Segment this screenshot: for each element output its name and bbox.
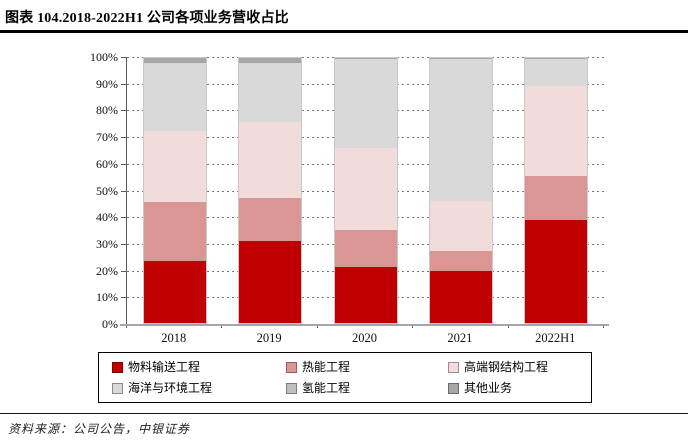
- legend-label: 高端钢结构工程: [464, 360, 549, 374]
- bar-segment-物料输送工程: [525, 219, 588, 323]
- y-axis-tick: [121, 163, 126, 165]
- bar-segment-海洋与环境工程: [525, 59, 588, 86]
- legend-swatch-icon: [286, 361, 297, 373]
- bar-segment-物料输送工程: [143, 260, 206, 323]
- y-axis-tick: [121, 110, 126, 112]
- y-axis-label: 50%: [96, 183, 118, 198]
- bar-segment-其他业务: [429, 58, 492, 60]
- legend-swatch-icon: [448, 382, 459, 394]
- legend-label: 氢能工程: [302, 381, 351, 395]
- bar-segment-热能工程: [239, 198, 302, 241]
- legend-label: 其他业务: [464, 381, 513, 395]
- legend-swatch-icon: [286, 382, 297, 394]
- y-axis-label: 30%: [96, 236, 118, 251]
- y-axis-label: 20%: [96, 263, 118, 278]
- y-axis-label: 60%: [96, 156, 118, 171]
- y-axis-tick: [121, 83, 126, 85]
- y-axis-tick: [121, 190, 126, 192]
- y-axis-label: 10%: [96, 290, 118, 305]
- x-axis-tick: [603, 324, 604, 328]
- bar-segment-其他业务: [525, 58, 588, 60]
- bar-segment-物料输送工程: [239, 240, 302, 323]
- bar-segment-物料输送工程: [429, 271, 492, 323]
- x-axis-label: 2022H1: [535, 331, 576, 345]
- y-axis-label: 40%: [96, 210, 118, 225]
- legend-swatch-icon: [112, 382, 123, 394]
- y-axis-tick: [121, 137, 126, 139]
- bar-segment-热能工程: [143, 202, 206, 261]
- legend-label: 热能工程: [302, 360, 351, 374]
- bar-segment-物料输送工程: [334, 267, 397, 323]
- bar-2022H1: [524, 57, 589, 324]
- bar-segment-高端钢结构工程: [143, 130, 206, 203]
- bar-segment-海洋与环境工程: [429, 59, 492, 202]
- y-axis-label: 0%: [102, 317, 118, 331]
- x-axis-line: [120, 324, 609, 326]
- legend-label: 海洋与环境工程: [128, 381, 213, 395]
- figure-title: 图表 104.2018-2022H1 公司各项业务营收占比: [5, 11, 289, 26]
- x-axis-tick: [507, 324, 509, 328]
- y-axis-tick: [121, 270, 126, 272]
- bar-segment-其他业务: [239, 58, 302, 64]
- bar-segment-高端钢结构工程: [429, 201, 492, 252]
- bar-2019: [238, 57, 303, 324]
- y-axis-tick: [121, 57, 126, 58]
- legend-swatch-icon: [112, 361, 123, 373]
- x-axis-label: 2021: [447, 331, 473, 345]
- bar-2018: [142, 57, 207, 324]
- x-axis-label: 2020: [351, 331, 377, 345]
- x-axis-label: 2019: [256, 331, 282, 345]
- bar-segment-热能工程: [429, 251, 492, 272]
- y-axis-tick: [121, 297, 126, 299]
- legend-swatch-icon: [448, 361, 459, 373]
- title-divider: [0, 30, 688, 33]
- x-axis-label: 2018: [161, 331, 187, 345]
- source-text: 资料来源：公司公告，中银证券: [8, 422, 191, 436]
- chart-legend: 物料输送工程 热能工程 高端钢结构工程海洋与环境工程 氢能工程 其他业务: [98, 352, 592, 403]
- x-axis-tick: [126, 324, 127, 328]
- source-note: 资料来源：公司公告，中银证券: [0, 413, 688, 437]
- bar-segment-热能工程: [334, 230, 397, 268]
- y-axis-tick: [121, 217, 126, 219]
- legend-item-物料输送工程: 物料输送工程: [112, 358, 286, 376]
- bar-segment-热能工程: [525, 175, 588, 220]
- legend-item-海洋与环境工程: 海洋与环境工程: [112, 379, 286, 397]
- x-axis-tick: [221, 324, 223, 328]
- plot-area: [126, 57, 604, 324]
- legend-item-其他业务: 其他业务: [448, 379, 591, 397]
- legend-item-氢能工程: 氢能工程: [286, 379, 448, 397]
- y-axis-label: 100%: [90, 50, 118, 64]
- bar-segment-高端钢结构工程: [239, 121, 302, 199]
- y-axis-label: 80%: [96, 103, 118, 118]
- y-axis-tick: [121, 243, 126, 245]
- x-axis-tick: [412, 324, 414, 328]
- y-axis-label: 90%: [96, 76, 118, 91]
- bar-segment-海洋与环境工程: [334, 59, 397, 149]
- x-axis-tick: [316, 324, 318, 328]
- bar-segment-高端钢结构工程: [525, 85, 588, 176]
- y-axis-label: 70%: [96, 130, 118, 145]
- legend-item-热能工程: 热能工程: [286, 358, 448, 376]
- bar-segment-海洋与环境工程: [143, 63, 206, 131]
- bar-segment-其他业务: [143, 58, 206, 64]
- stacked-bar-chart: 100% 90% 80% 70% 60% 50% 40% 30% 20% 10% 0% 2018 201…: [90, 50, 609, 345]
- bar-segment-其他业务: [334, 58, 397, 60]
- legend-item-高端钢结构工程: 高端钢结构工程: [448, 358, 591, 376]
- bar-2020: [333, 57, 398, 324]
- bar-2021: [428, 57, 493, 324]
- bar-segment-海洋与环境工程: [239, 63, 302, 122]
- bar-segment-高端钢结构工程: [334, 148, 397, 231]
- legend-label: 物料输送工程: [128, 360, 201, 374]
